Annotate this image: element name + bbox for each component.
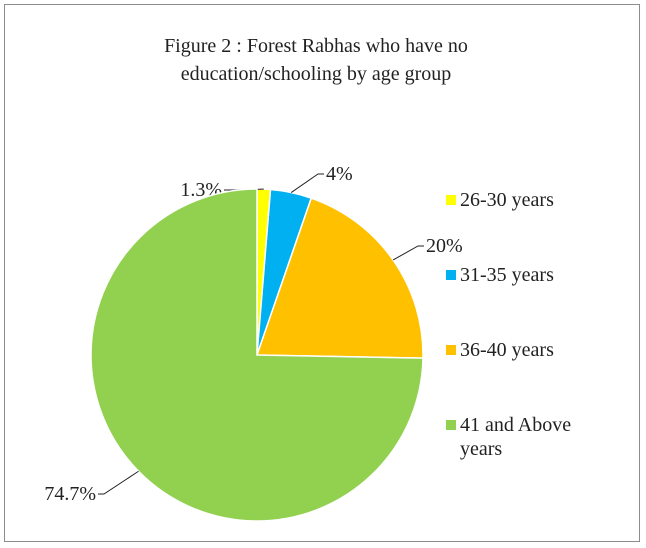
data-label: 74.7% bbox=[44, 483, 96, 505]
legend-item: 26-30 years bbox=[446, 188, 616, 212]
leader-line bbox=[98, 470, 139, 495]
legend-swatch bbox=[446, 195, 456, 205]
legend-item: 31-35 years bbox=[446, 263, 616, 287]
legend-label: 41 and Above years bbox=[460, 414, 572, 460]
legend-item: 36-40 years bbox=[446, 338, 616, 362]
legend-swatch bbox=[446, 270, 456, 280]
chart-title: Figure 2 : Forest Rabhas who have no bbox=[164, 35, 468, 57]
legend-label: 26-30 years bbox=[460, 189, 554, 211]
legend-item: 41 and Above years bbox=[446, 413, 616, 461]
legend-label: 36-40 years bbox=[460, 339, 554, 361]
leader-line bbox=[290, 173, 324, 193]
pie-slice bbox=[255, 197, 424, 359]
pie-slice bbox=[90, 188, 424, 522]
legend-label: 31-35 years bbox=[460, 264, 554, 286]
data-label: 20% bbox=[426, 235, 463, 257]
chart-frame bbox=[4, 4, 640, 542]
data-label: 4% bbox=[326, 163, 353, 185]
legend-swatch bbox=[446, 420, 456, 430]
leader-line bbox=[392, 245, 424, 261]
legend-swatch bbox=[446, 345, 456, 355]
chart-title: education/schooling by age group bbox=[181, 63, 452, 85]
